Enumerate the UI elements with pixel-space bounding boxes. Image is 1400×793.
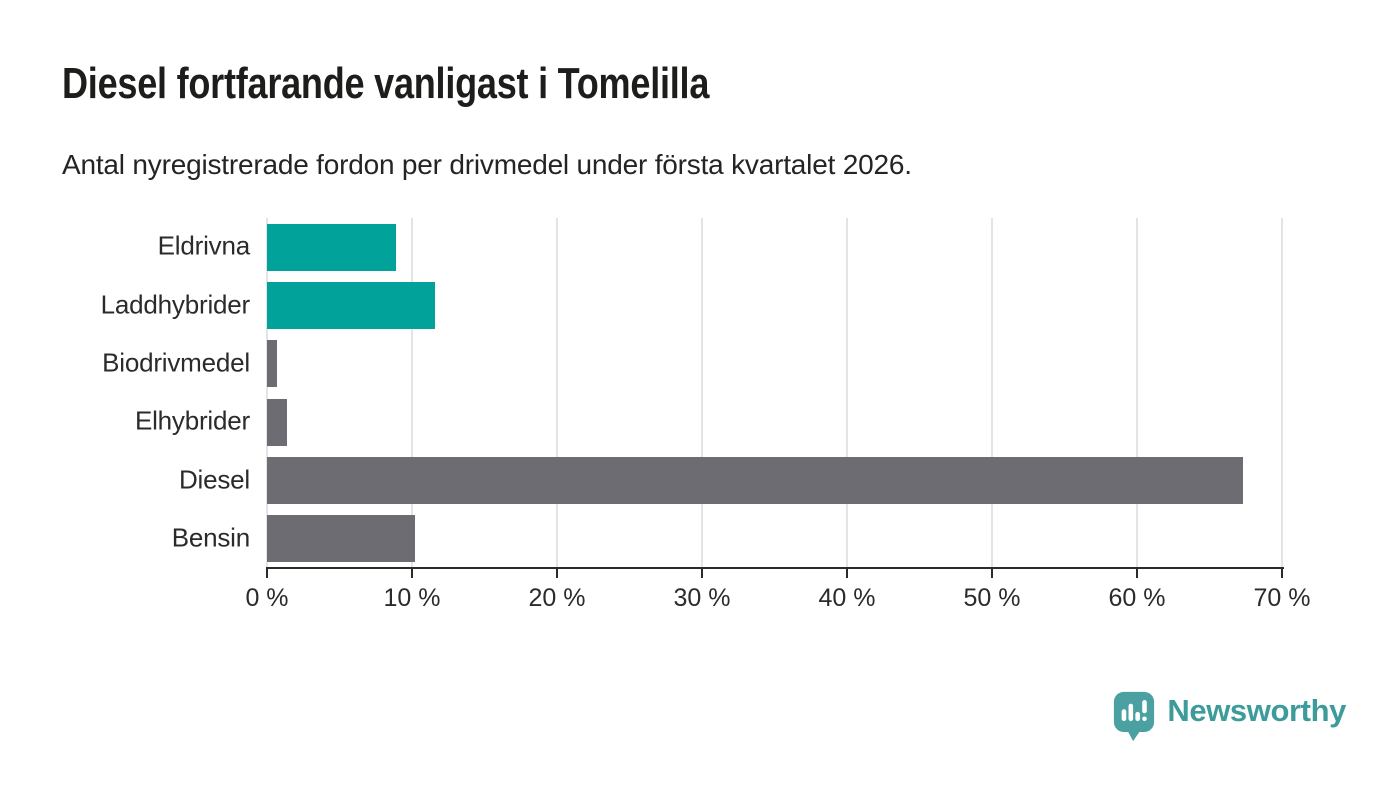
bar-bensin <box>267 515 415 563</box>
logo-bubble <box>1114 691 1155 733</box>
category-label-elhybrider: Elhybrider <box>134 405 250 436</box>
gridline-70% <box>1281 218 1283 568</box>
logo-exclamation-dot <box>1142 716 1148 722</box>
logo-bubble-tail <box>1127 729 1142 742</box>
gridline-30% <box>701 218 703 568</box>
x-tick-label-20: 20 % <box>528 584 586 612</box>
x-tick-label-50: 50 % <box>963 584 1021 612</box>
bar-diesel <box>267 457 1243 504</box>
category-label-diesel: Diesel <box>178 463 250 494</box>
logo-bar-2 <box>1128 703 1134 722</box>
category-label-biodrivmedel: Biodrivmedel <box>102 347 250 378</box>
bar-biodrivmedel <box>267 340 278 388</box>
x-tick-mark-30 <box>701 569 703 578</box>
category-label-bensin: Bensin <box>171 522 251 553</box>
newsworthy-logo: Newsworthy <box>1112 690 1346 743</box>
newsworthy-speech-bubble-bar-chart-icon <box>1114 691 1155 742</box>
x-tick-mark-50 <box>991 569 993 578</box>
logo-exclamation-line <box>1142 700 1148 714</box>
bar-laddhybrider <box>267 282 436 329</box>
x-axis: 0 % 10 % 20 % 30 % 40 % 50 % 60 % 70 % <box>245 567 1310 623</box>
x-tick-label-40: 40 % <box>818 584 876 612</box>
gridline-50% <box>991 218 993 568</box>
gridline-10% <box>411 218 413 568</box>
plot-area <box>266 218 1283 568</box>
x-tick-mark-60 <box>1136 569 1138 578</box>
newsworthy-wordmark: Newsworthy <box>1167 693 1346 728</box>
gridline-0% <box>266 218 268 568</box>
logo-bar-3 <box>1135 711 1141 722</box>
x-tick-mark-20 <box>556 569 558 578</box>
x-tick-label-30: 30 % <box>673 584 731 612</box>
category-label-laddhybrider: Laddhybrider <box>100 288 251 319</box>
category-label-eldrivna: Eldrivna <box>157 230 251 261</box>
gridline-60% <box>1136 218 1138 568</box>
x-tick-mark-40 <box>846 569 848 578</box>
chart-title: Diesel fortfarande vanligast i Tomelilla <box>62 59 710 108</box>
category-axis: Eldrivna Laddhybrider Biodrivmedel Elhybrid… <box>0 218 251 568</box>
x-tick-label-70: 70 % <box>1253 584 1311 612</box>
x-tick-mark-0 <box>266 569 268 578</box>
gridline-40% <box>846 218 848 568</box>
x-tick-label-10: 10 % <box>383 584 441 612</box>
x-tick-mark-70 <box>1281 569 1283 578</box>
x-tick-mark-10 <box>411 569 413 578</box>
bar-elhybrider <box>267 398 288 446</box>
bar-eldrivna <box>267 223 397 271</box>
x-tick-label-60: 60 % <box>1108 584 1166 612</box>
logo-bar-1 <box>1122 709 1127 722</box>
gridline-20% <box>556 218 558 568</box>
chart-subtitle: Antal nyregistrerade fordon per drivmede… <box>62 149 912 180</box>
x-tick-label-0: 0 % <box>245 584 289 612</box>
x-axis-line <box>266 567 1284 569</box>
